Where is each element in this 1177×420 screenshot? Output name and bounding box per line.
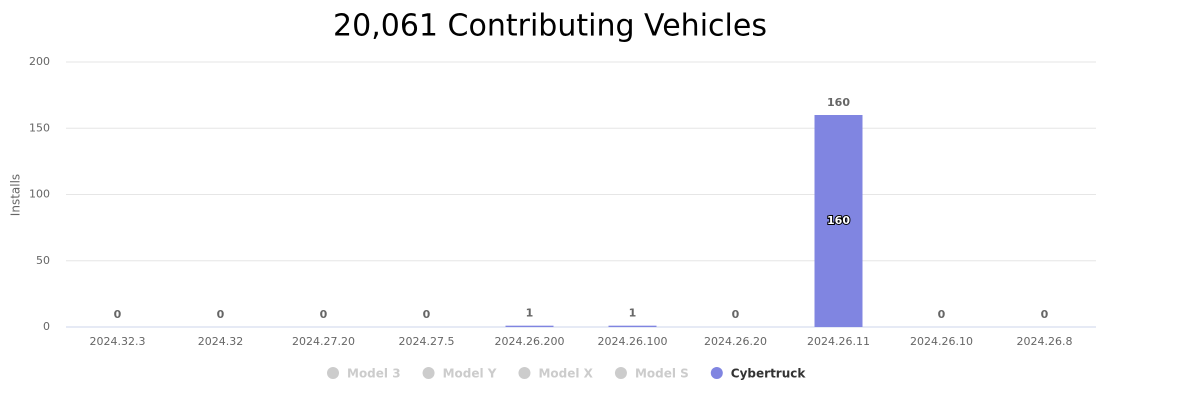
chart-title: 20,061 Contributing Vehicles	[333, 9, 767, 44]
legend-marker[interactable]	[327, 367, 339, 379]
stack-total-label: 0	[217, 308, 225, 321]
stack-total-label: 0	[320, 308, 328, 321]
y-tick-label: 100	[29, 188, 50, 201]
bar-value-label: 160	[827, 214, 850, 227]
x-tick-label: 2024.26.100	[598, 335, 668, 348]
stack-total-label: 0	[1041, 308, 1049, 321]
y-axis-title: Installs	[9, 174, 23, 216]
legend-label[interactable]: Model 3	[347, 367, 401, 381]
x-tick-label: 2024.32	[198, 335, 244, 348]
stack-total-label: 1	[526, 307, 534, 320]
legend-marker[interactable]	[614, 367, 627, 379]
bar	[814, 115, 863, 327]
legend-marker[interactable]	[422, 367, 435, 379]
legend-label[interactable]: Model Y	[443, 367, 497, 381]
bar	[608, 325, 657, 327]
legend-marker[interactable]	[710, 367, 723, 379]
stack-total-label: 0	[938, 308, 946, 321]
stack-total-label: 1	[629, 307, 637, 320]
stack-total-label: 160	[827, 96, 850, 109]
stack-total-label: 0	[732, 308, 740, 321]
y-tick-label: 50	[36, 254, 50, 267]
y-tick-label: 0	[43, 320, 50, 333]
x-tick-label: 2024.26.8	[1017, 335, 1073, 348]
bar	[505, 325, 554, 327]
x-tick-label: 2024.26.20	[704, 335, 767, 348]
legend-marker[interactable]	[518, 367, 531, 379]
stack-total-label: 0	[114, 308, 122, 321]
x-tick-label: 2024.26.200	[495, 335, 565, 348]
x-tick-label: 2024.32.3	[90, 335, 146, 348]
x-tick-label: 2024.27.5	[399, 335, 455, 348]
y-tick-label: 200	[29, 55, 50, 68]
legend-label[interactable]: Cybertruck	[731, 367, 807, 381]
x-tick-label: 2024.27.20	[292, 335, 355, 348]
stack-total-label: 0	[423, 308, 431, 321]
x-tick-label: 2024.26.10	[910, 335, 973, 348]
legend-label[interactable]: Model X	[538, 367, 593, 381]
x-tick-label: 2024.26.11	[807, 335, 870, 348]
y-tick-label: 150	[29, 121, 50, 134]
legend-label[interactable]: Model S	[635, 367, 689, 381]
